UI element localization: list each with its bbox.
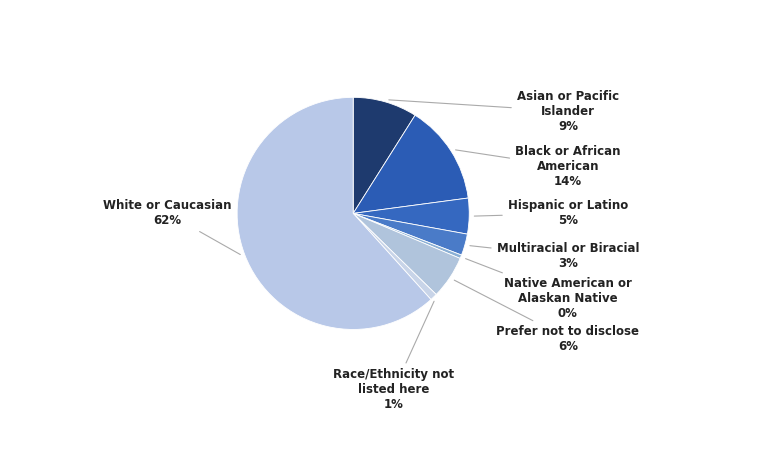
Text: Hispanic or Latino
5%: Hispanic or Latino 5%: [474, 199, 628, 227]
Wedge shape: [353, 198, 469, 234]
Wedge shape: [237, 97, 431, 329]
Text: Race/Ethnicity not
listed here
1%: Race/Ethnicity not listed here 1%: [333, 301, 455, 411]
Text: Black or African
American
14%: Black or African American 14%: [456, 145, 621, 189]
Text: White or Caucasian
62%: White or Caucasian 62%: [103, 199, 241, 255]
Wedge shape: [353, 213, 460, 294]
Wedge shape: [353, 115, 468, 213]
Wedge shape: [353, 97, 415, 213]
Wedge shape: [353, 213, 462, 258]
Wedge shape: [353, 213, 436, 300]
Text: Native American or
Alaskan Native
0%: Native American or Alaskan Native 0%: [466, 259, 632, 320]
Text: Multiracial or Biracial
3%: Multiracial or Biracial 3%: [470, 243, 639, 270]
Text: Asian or Pacific
Islander
9%: Asian or Pacific Islander 9%: [389, 90, 619, 133]
Text: Prefer not to disclose
6%: Prefer not to disclose 6%: [454, 280, 639, 353]
Wedge shape: [353, 213, 467, 255]
